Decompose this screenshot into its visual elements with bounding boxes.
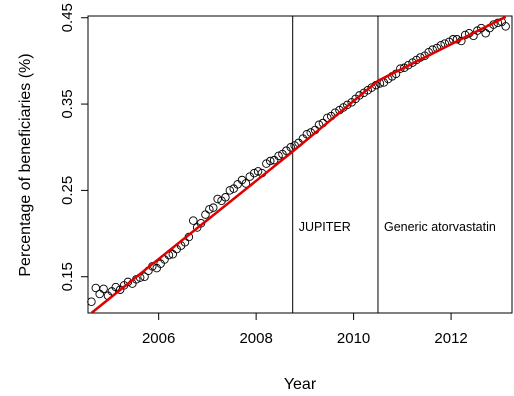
x-tick-label: 2010 [337, 330, 370, 347]
x-tick-label: 2008 [239, 330, 272, 347]
data-point [501, 22, 510, 31]
x-axis: 2006 2008 2010 2012 [142, 313, 468, 347]
data-point [302, 130, 312, 139]
annotations: JUPITER Generic atorvastatin [299, 220, 496, 234]
x-tick-label: 2012 [434, 330, 467, 347]
data-point [233, 180, 242, 189]
y-tick-label: 0.45 [59, 3, 76, 32]
data-point [269, 155, 279, 165]
data-point [189, 216, 198, 225]
data-point [253, 167, 263, 176]
data-point [201, 210, 210, 219]
data-point [266, 156, 275, 166]
y-tick-label: 0.35 [59, 89, 76, 118]
fit-line-group [90, 15, 507, 314]
data-point [213, 194, 222, 204]
plot-frame [87, 15, 513, 314]
data-point [343, 100, 352, 110]
data-point [403, 60, 413, 70]
data-point [140, 272, 149, 281]
data-point [241, 179, 251, 188]
y-axis-label: Percentage of beneficiaries (%) [17, 53, 34, 276]
data-point [209, 203, 218, 212]
data-point [355, 91, 364, 100]
data-point [87, 297, 96, 307]
x-tick-label: 2006 [142, 330, 175, 347]
data-point [111, 282, 121, 292]
data-point [286, 142, 295, 152]
data-points [87, 17, 510, 307]
data-point [225, 186, 235, 195]
fit-line [90, 15, 507, 314]
x-axis-label: Year [284, 376, 317, 393]
y-tick-label: 0.25 [59, 176, 76, 205]
annotation-label: Generic atorvastatin [384, 220, 496, 234]
data-point [205, 205, 214, 214]
y-tick-label: 0.15 [59, 262, 76, 291]
y-axis: 0.15 0.25 0.35 0.45 [59, 3, 88, 291]
data-point [481, 29, 490, 38]
data-point [99, 284, 108, 294]
data-point [274, 151, 283, 161]
data-point [221, 193, 230, 202]
data-point [95, 289, 104, 299]
annotation-label: JUPITER [299, 220, 351, 234]
vertical-reference-lines [292, 16, 379, 313]
